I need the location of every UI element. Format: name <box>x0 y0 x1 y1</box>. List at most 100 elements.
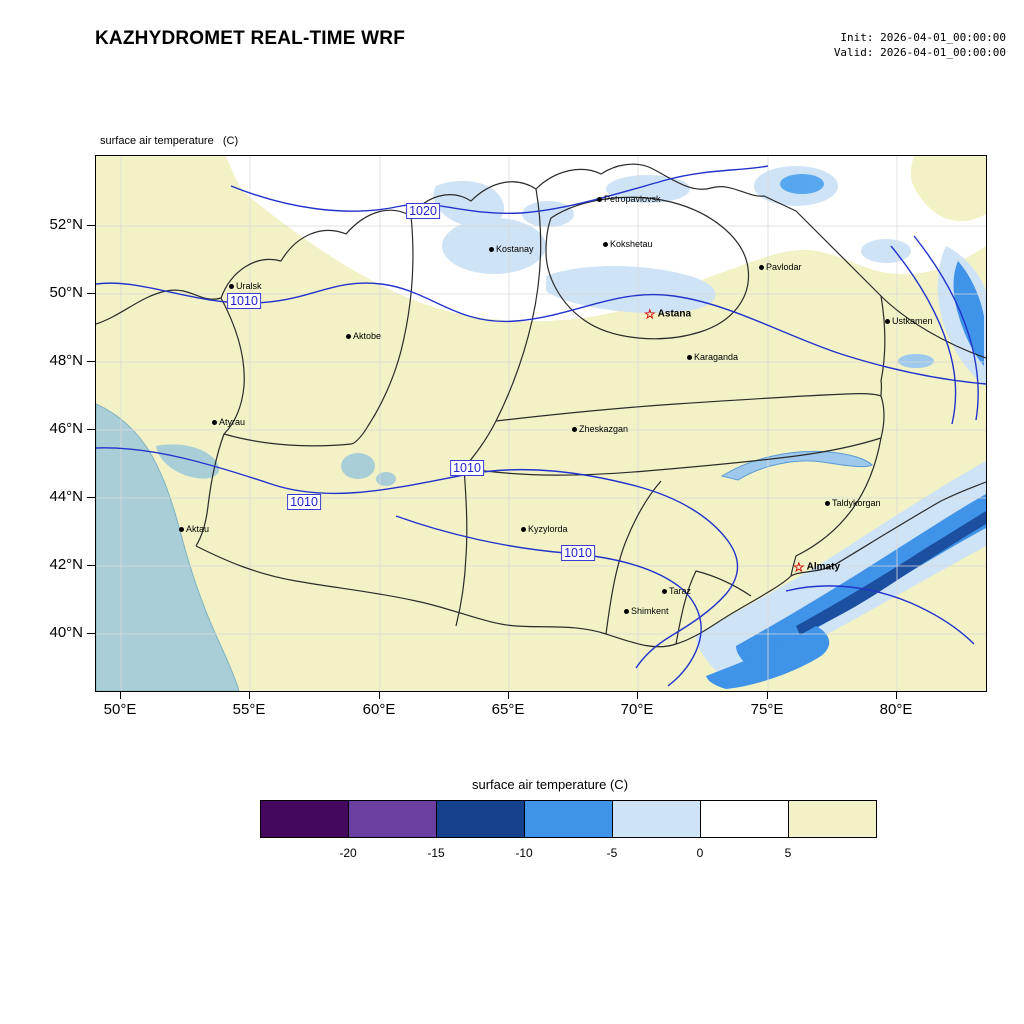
isobar-1010-south <box>395 515 702 687</box>
isobar-1020 <box>230 165 769 215</box>
page-title: KAZHYDROMET REAL-TIME WRF <box>95 28 406 49</box>
colorbar-tick-label: -15 <box>427 846 445 860</box>
city-marker: Kostanay <box>489 244 534 254</box>
city-dot-icon <box>825 500 830 506</box>
y-axis-label: 48°N <box>49 352 83 369</box>
city-label: Shimkent <box>631 606 669 616</box>
city-marker: Petropavlovsk <box>597 194 661 204</box>
isobar-southeast <box>785 585 975 645</box>
contour-label: 1010 <box>561 545 595 561</box>
city-marker: Pavlodar <box>759 262 802 272</box>
capital-marker: ☆ Astana <box>644 308 691 321</box>
isobar-1010-central <box>96 447 739 669</box>
colorbar-segment <box>788 800 877 838</box>
y-axis-label: 40°N <box>49 624 83 641</box>
city-dot-icon <box>597 196 602 202</box>
contour-label: 1010 <box>227 293 261 309</box>
colorbar-segment <box>348 800 437 838</box>
city-dot-icon <box>662 588 667 594</box>
x-axis-label: 75°E <box>750 701 784 718</box>
subtitle-temperature: surface air temperature (C) <box>100 135 239 147</box>
capital-marker: ☆ Almaty <box>793 561 840 574</box>
city-label: Pavlodar <box>766 262 802 272</box>
capital-star-icon: ☆ <box>644 306 656 322</box>
contour-label: 1010 <box>450 460 484 476</box>
city-dot-icon <box>212 419 217 425</box>
city-dot-icon <box>687 354 692 360</box>
colorbar-tick-label: -5 <box>606 846 618 860</box>
caspian-bay <box>156 444 220 479</box>
city-marker: Taldykorgan <box>825 498 881 508</box>
city-dot-icon <box>346 333 351 339</box>
city-marker: Taraz <box>662 586 691 596</box>
region-borders <box>96 163 986 648</box>
city-label: Ustkamen <box>892 316 933 326</box>
y-tick-mark <box>87 565 95 566</box>
city-dot-icon <box>179 526 184 532</box>
model-timestamps: Init: 2026-04-01_00:00:00 Valid: 2026-04… <box>834 30 1006 60</box>
init-timestamp: Init: 2026-04-01_00:00:00 <box>840 31 1006 44</box>
colorbar-tick-label: -20 <box>339 846 357 860</box>
y-tick-mark <box>87 633 95 634</box>
colorbar-segment <box>436 800 525 838</box>
y-tick-mark <box>87 293 95 294</box>
y-axis-label: 52°N <box>49 216 83 233</box>
x-axis-label: 60°E <box>362 701 396 718</box>
city-label: Taldykorgan <box>832 498 881 508</box>
x-axis-label: 80°E <box>879 701 913 718</box>
city-marker: Uralsk <box>229 281 262 291</box>
x-axis-label: 55°E <box>232 701 266 718</box>
colorbar-segment <box>524 800 613 838</box>
city-dot-icon <box>759 264 764 270</box>
city-dot-icon <box>603 241 608 247</box>
x-axis-label: 65°E <box>491 701 525 718</box>
city-marker: Atyrau <box>212 417 245 427</box>
city-label: Aktau <box>186 524 210 534</box>
map-plot <box>96 156 986 691</box>
city-label: Astana <box>657 308 692 320</box>
y-axis-label: 46°N <box>49 420 83 437</box>
city-label: Zheskazgan <box>579 424 629 434</box>
x-axis-label: 70°E <box>620 701 654 718</box>
y-axis-label: 44°N <box>49 488 83 505</box>
akmola-region-outline <box>545 196 750 340</box>
colorbar-segment <box>700 800 789 838</box>
city-label: Kokshetau <box>610 239 653 249</box>
colorbar-tick-label: -10 <box>515 846 533 860</box>
colorbar-segment <box>612 800 701 838</box>
city-label: Aktobe <box>353 331 382 341</box>
border-north <box>96 163 986 359</box>
city-marker: Aktobe <box>346 331 381 341</box>
x-tick-mark <box>767 691 768 699</box>
city-label: Taraz <box>669 586 692 596</box>
isobar-east-2 <box>913 235 979 421</box>
city-marker: Zheskazgan <box>572 424 628 434</box>
city-marker: Kyzylorda <box>521 524 568 534</box>
y-axis-label: 50°N <box>49 284 83 301</box>
aral-sea-east <box>376 472 396 486</box>
caspian-sea <box>96 403 240 691</box>
lake-balkhash <box>720 450 873 481</box>
x-tick-mark <box>637 691 638 699</box>
city-marker: Ustkamen <box>885 316 933 326</box>
colorbar-tick-label: 0 <box>696 846 704 860</box>
capital-star-icon: ☆ <box>793 559 805 575</box>
city-dot-icon <box>489 246 494 252</box>
city-dot-icon <box>885 318 890 324</box>
x-axis-label: 50°E <box>103 701 137 718</box>
colorbar: -20 -15 -10 -5 0 5 <box>260 800 877 860</box>
city-dot-icon <box>572 426 577 432</box>
colorbar-tick-label: 5 <box>784 846 792 860</box>
colorbar-title: surface air temperature (C) <box>471 777 629 792</box>
temperature-shading <box>226 156 986 689</box>
tianshan-cold-region <box>696 461 986 676</box>
city-label: Petropavlovsk <box>604 194 661 204</box>
lake-zaysan <box>898 354 934 368</box>
city-dot-icon <box>229 283 234 289</box>
city-marker: Karaganda <box>687 352 738 362</box>
graticule <box>96 156 986 691</box>
city-label: Kyzylorda <box>528 524 568 534</box>
contour-label: 1020 <box>406 203 440 219</box>
x-tick-mark <box>120 691 121 699</box>
